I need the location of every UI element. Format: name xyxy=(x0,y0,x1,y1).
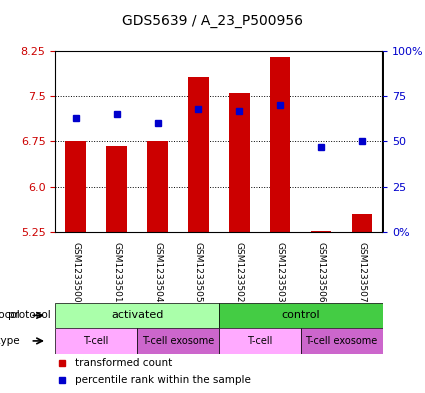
Bar xyxy=(270,57,290,232)
FancyBboxPatch shape xyxy=(55,303,219,328)
FancyBboxPatch shape xyxy=(300,328,382,354)
Text: T-cell exosome: T-cell exosome xyxy=(142,336,214,346)
Text: GSM1233507: GSM1233507 xyxy=(357,242,366,303)
Text: GSM1233501: GSM1233501 xyxy=(112,242,121,303)
Bar xyxy=(229,93,249,232)
Text: GSM1233502: GSM1233502 xyxy=(235,242,244,303)
Text: protocol: protocol xyxy=(8,310,51,320)
Bar xyxy=(147,141,168,232)
Text: control: control xyxy=(281,310,320,320)
Text: T-cell exosome: T-cell exosome xyxy=(306,336,378,346)
Text: activated: activated xyxy=(111,310,163,320)
Text: T-cell: T-cell xyxy=(247,336,272,346)
Text: GSM1233503: GSM1233503 xyxy=(276,242,285,303)
Text: GSM1233506: GSM1233506 xyxy=(317,242,326,303)
FancyBboxPatch shape xyxy=(219,328,300,354)
Bar xyxy=(352,214,372,232)
FancyBboxPatch shape xyxy=(219,303,382,328)
Text: T-cell: T-cell xyxy=(83,336,109,346)
Text: protocol: protocol xyxy=(0,310,19,320)
Text: percentile rank within the sample: percentile rank within the sample xyxy=(75,375,251,385)
Text: transformed count: transformed count xyxy=(75,358,172,367)
Text: GSM1233500: GSM1233500 xyxy=(71,242,80,303)
Text: GSM1233504: GSM1233504 xyxy=(153,242,162,303)
Text: GSM1233505: GSM1233505 xyxy=(194,242,203,303)
Bar xyxy=(65,141,86,232)
FancyBboxPatch shape xyxy=(137,328,219,354)
Bar xyxy=(106,146,127,232)
Text: cell type: cell type xyxy=(0,336,19,346)
Text: GDS5639 / A_23_P500956: GDS5639 / A_23_P500956 xyxy=(122,14,303,28)
Bar xyxy=(188,77,209,232)
FancyBboxPatch shape xyxy=(55,328,137,354)
Bar xyxy=(311,231,332,232)
